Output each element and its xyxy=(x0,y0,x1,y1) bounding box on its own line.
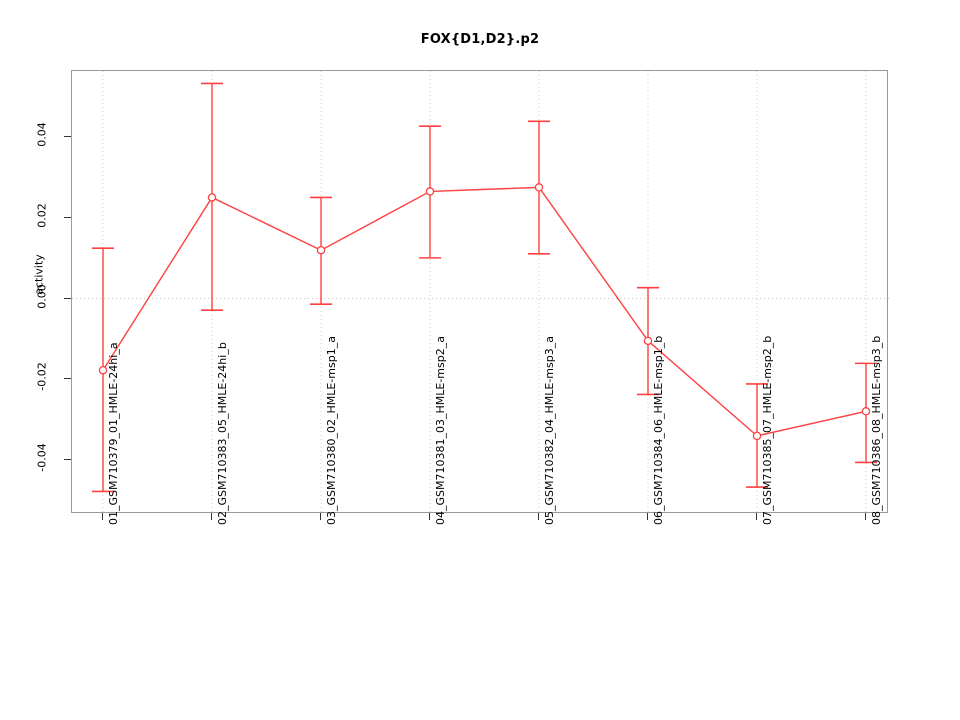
x-tick-mark xyxy=(320,513,321,520)
x-tick-label: 02_GSM710383_05_HMLE-24hi_b xyxy=(216,342,229,525)
x-tick-mark xyxy=(102,513,103,520)
y-tick-label: -0.02 xyxy=(35,362,49,391)
data-point-marker xyxy=(207,193,217,202)
plot-canvas xyxy=(72,71,889,514)
series-line-activity xyxy=(102,186,867,437)
data-point-marker xyxy=(752,431,762,441)
data-point-marker xyxy=(98,365,108,375)
data-point-marker xyxy=(861,407,871,416)
data-point-markers xyxy=(98,183,871,441)
x-tick-mark xyxy=(865,513,866,520)
error-bars xyxy=(92,82,877,493)
x-tick-mark xyxy=(756,513,757,520)
x-tick-mark xyxy=(538,513,539,520)
plot-area xyxy=(71,70,889,514)
y-tick-mark xyxy=(64,459,71,460)
y-tick-label: 0.00 xyxy=(35,284,49,309)
activity-trend-line xyxy=(102,186,867,437)
y-tick-mark xyxy=(64,298,71,299)
x-tick-label: 01_GSM710379_01_HMLE-24hi_a xyxy=(107,342,120,525)
data-point-marker xyxy=(425,187,435,196)
x-tick-label: 03_GSM710380_02_HMLE-msp1_a xyxy=(325,336,338,525)
y-tick-label: -0.04 xyxy=(35,443,49,472)
page-title: FOX{D1,D2}.p2 xyxy=(420,32,540,47)
x-tick-mark xyxy=(647,513,648,520)
y-tick-mark xyxy=(64,217,71,218)
y-tick-label: 0.02 xyxy=(35,203,49,228)
y-tick-mark xyxy=(64,136,71,137)
x-tick-mark xyxy=(429,513,430,520)
x-tick-label: 05_GSM710382_04_HMLE-msp3_a xyxy=(543,336,556,525)
x-tick-mark xyxy=(211,513,212,520)
x-tick-label: 07_GSM710385_07_HMLE-msp2_b xyxy=(761,335,774,525)
data-point-marker xyxy=(643,336,653,346)
data-point-marker xyxy=(316,245,326,255)
y-tick-label: 0.04 xyxy=(35,122,49,147)
x-tick-label: 08_GSM710386_08_HMLE-msp3_b xyxy=(870,335,883,525)
y-tick-mark xyxy=(64,378,71,379)
data-point-marker xyxy=(534,183,544,192)
x-tick-label: 04_GSM710381_03_HMLE-msp2_a xyxy=(434,336,447,525)
x-tick-label: 06_GSM710384_06_HMLE-msp1_b xyxy=(652,335,665,525)
